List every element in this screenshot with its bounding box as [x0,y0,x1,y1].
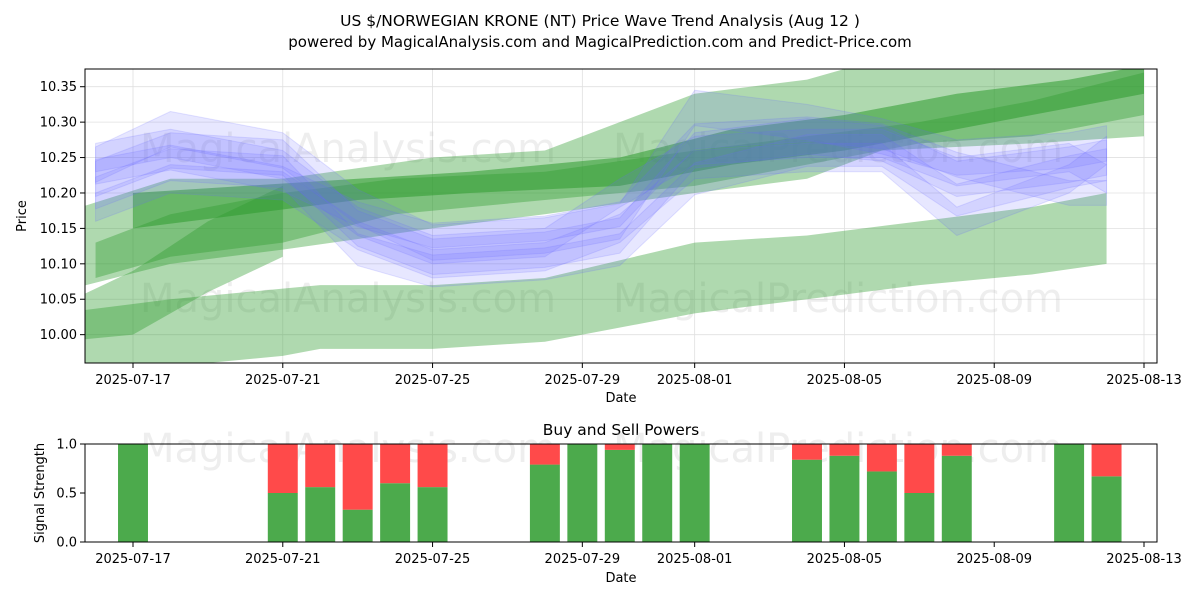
blue-wave-band [95,135,1108,279]
price-x-tick-label: 2025-08-13 [1106,373,1182,388]
buy-bar [642,444,673,542]
price-x-tick-label: 2025-07-21 [245,373,321,388]
price-y-tick-label: 10.35 [40,80,77,95]
buy-bar [904,493,935,542]
signal-title: Buy and Sell Powers [543,421,700,439]
chart-title: US $/NORWEGIAN KRONE (NT) Price Wave Tre… [340,12,860,30]
sell-bar [604,444,635,450]
signal-x-tick-label: 2025-07-25 [395,552,471,567]
signal-y-label: Signal Strength [33,443,48,543]
price-bands [85,69,1145,363]
signal-y-tick-label: 0.5 [56,487,77,502]
signal-x-tick-label: 2025-07-17 [95,552,171,567]
buy-bar [417,487,448,542]
price-x-label: Date [605,391,636,406]
buy-bar [380,483,411,542]
signal-x-label: Date [605,571,636,586]
signal-x-tick-label: 2025-08-05 [807,552,883,567]
sell-bar [941,444,972,456]
price-x-ticks: 2025-07-17 2025-07-21 2025-07-25 2025-07-29… [95,363,1182,388]
blue-wave-band [95,89,1108,261]
signal-panel: Buy and Sell Powers MagicalAnalysis.com … [33,421,1182,586]
buy-bar [529,464,560,542]
buy-bar [567,444,598,542]
watermark-analysis-2: MagicalAnalysis.com [140,276,556,322]
buy-bar [342,509,373,542]
green-trend-band [85,185,283,340]
sell-bar [529,444,560,465]
blue-wave-band [95,128,1108,265]
blue-wave-band [95,118,1108,275]
buy-bar [305,487,336,542]
price-x-tick-label: 2025-07-29 [545,373,621,388]
buy-bar [829,455,860,542]
buy-bar [1091,476,1122,542]
price-y-tick-label: 10.25 [40,151,77,166]
price-x-tick-label: 2025-08-05 [807,373,883,388]
blue-wave-band [95,116,1108,249]
signal-y-ticks: 0.0 0.5 1.0 [56,438,85,551]
sell-bar [267,444,298,493]
price-y-ticks: 10.00 10.05 10.10 10.15 10.20 10.25 10.30 10.35 [40,80,85,343]
signal-x-tick-label: 2025-08-09 [956,552,1032,567]
price-x-tick-label: 2025-07-25 [395,373,471,388]
buy-bar [118,444,148,542]
signal-y-tick-label: 0.0 [56,536,77,551]
sell-bar [342,444,373,510]
buy-bar [679,444,710,542]
sell-bar [792,444,822,460]
price-y-tick-label: 10.10 [40,257,77,272]
price-y-tick-label: 10.00 [40,328,77,343]
price-x-tick-label: 2025-07-17 [95,373,171,388]
buy-bar [941,455,972,542]
watermark-prediction-2: MagicalPrediction.com [613,276,1063,322]
price-panel: MagicalAnalysis.com MagicalPrediction.co… [15,68,1182,406]
buy-bar [1054,444,1085,542]
buy-bar [792,459,822,542]
sell-bar [417,444,448,488]
price-x-tick-label: 2025-08-09 [956,373,1032,388]
watermark-analysis: MagicalAnalysis.com [140,126,556,172]
signal-x-tick-label: 2025-07-21 [245,552,321,567]
buy-bar [866,471,897,542]
sell-bar [866,444,897,472]
green-trend-band [133,69,1144,229]
green-trend-band [85,192,1107,363]
signal-y-tick-label: 1.0 [56,438,77,453]
sell-bar [904,444,935,493]
signal-x-tick-label: 2025-08-01 [657,552,733,567]
signal-x-tick-label: 2025-08-13 [1106,552,1182,567]
signal-x-ticks: 2025-07-17 2025-07-21 2025-07-25 2025-07-29… [95,542,1182,567]
price-y-tick-label: 10.20 [40,186,77,201]
price-y-tick-label: 10.05 [40,293,77,308]
signal-bars [118,444,1122,542]
price-axes-frame [84,68,1158,364]
buy-bar [604,449,635,542]
sell-bar [305,444,336,488]
price-y-label: Price [15,200,30,232]
price-x-tick-label: 2025-08-01 [657,373,733,388]
buy-bar [267,493,298,542]
sell-bar [380,444,411,484]
signal-x-tick-label: 2025-07-29 [545,552,621,567]
sell-bar [829,444,860,456]
price-y-tick-label: 10.30 [40,116,77,131]
sell-bar [1091,444,1122,477]
price-y-tick-label: 10.15 [40,222,77,237]
blue-wave-band [95,134,1108,288]
chart-subtitle: powered by MagicalAnalysis.com and Magic… [288,33,912,51]
